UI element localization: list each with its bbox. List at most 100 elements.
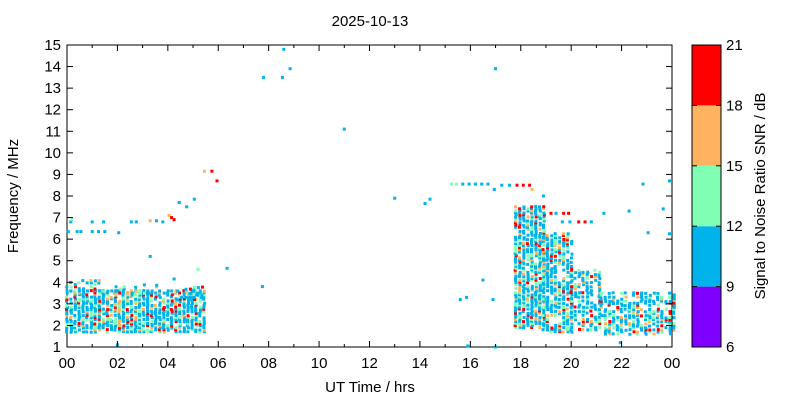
data-point <box>518 256 521 260</box>
data-point <box>514 238 518 242</box>
data-point <box>530 227 534 231</box>
data-point <box>542 284 546 288</box>
y-tick-label: 9 <box>53 166 61 183</box>
data-point <box>550 303 554 307</box>
data-point <box>121 326 125 330</box>
y-axis-label: Frequency / MHz <box>5 139 22 253</box>
data-point <box>93 328 97 332</box>
data-point <box>550 299 554 303</box>
data-point <box>538 309 541 313</box>
data-point <box>590 293 594 297</box>
data-point <box>542 320 546 323</box>
data-point <box>570 297 574 301</box>
data-point <box>581 307 585 311</box>
data-point <box>89 279 93 283</box>
data-point <box>518 223 522 227</box>
data-point <box>85 324 89 328</box>
data-point <box>530 313 534 317</box>
data-point <box>549 273 553 277</box>
data-point <box>202 328 206 332</box>
data-point <box>554 250 558 254</box>
data-point <box>565 244 569 248</box>
data-point <box>643 315 647 319</box>
data-point <box>101 307 105 311</box>
data-point <box>542 254 545 258</box>
data-point <box>78 293 82 297</box>
data-point <box>635 306 639 309</box>
data-point <box>562 302 566 305</box>
data-point <box>585 275 589 279</box>
data-point <box>636 295 640 299</box>
data-point <box>526 233 530 237</box>
data-point <box>668 316 672 319</box>
data-point <box>558 328 562 332</box>
data-point <box>85 308 89 311</box>
data-point <box>158 324 162 328</box>
data-point <box>651 318 655 322</box>
data-point <box>549 258 553 262</box>
data-point <box>137 299 141 303</box>
data-point <box>117 289 121 293</box>
data-point <box>550 291 554 295</box>
data-point <box>648 312 652 315</box>
data-point <box>534 219 538 223</box>
data-point <box>597 281 601 285</box>
data-point <box>566 318 570 321</box>
data-point <box>201 285 204 289</box>
data-point <box>672 305 676 309</box>
data-point <box>538 307 542 311</box>
data-point <box>594 278 598 282</box>
data-point <box>604 299 608 303</box>
y-tick-label: 5 <box>53 253 61 270</box>
data-point <box>521 183 525 187</box>
data-point <box>186 324 190 328</box>
data-point <box>530 326 534 329</box>
data-point <box>558 283 562 287</box>
data-point <box>122 303 125 307</box>
data-point <box>530 309 534 313</box>
data-point <box>558 236 562 240</box>
colorbar-frame <box>691 44 722 348</box>
data-point <box>562 238 566 241</box>
data-point <box>644 301 647 305</box>
data-point <box>77 281 81 285</box>
data-point <box>577 285 581 289</box>
data-point <box>166 328 170 332</box>
data-point <box>541 240 545 244</box>
data-point <box>182 330 186 334</box>
data-point <box>562 322 566 326</box>
data-point <box>652 299 656 303</box>
data-point <box>125 299 129 303</box>
data-point <box>554 295 558 299</box>
data-point <box>81 324 85 328</box>
data-point <box>89 318 93 322</box>
data-point <box>542 295 546 299</box>
data-point <box>623 307 627 311</box>
data-point <box>121 318 125 322</box>
data-point <box>117 326 121 330</box>
data-point <box>566 314 570 317</box>
data-point <box>562 318 566 322</box>
data-point <box>530 207 533 210</box>
x-tick-label: 20 <box>563 355 580 372</box>
data-point <box>518 283 522 287</box>
data-point <box>620 330 624 334</box>
data-point <box>616 326 620 330</box>
data-point <box>600 301 604 305</box>
data-point <box>188 292 192 295</box>
data-point <box>522 287 526 291</box>
data-point <box>607 328 611 332</box>
data-point <box>82 301 86 305</box>
data-point <box>518 295 522 299</box>
data-point <box>534 262 538 266</box>
data-point <box>513 309 517 313</box>
data-point <box>521 289 525 293</box>
data-point <box>586 291 590 295</box>
data-point <box>170 295 174 299</box>
data-point <box>186 326 190 330</box>
x-tick-label: 10 <box>311 355 328 372</box>
data-point <box>636 322 640 326</box>
data-point <box>106 324 110 328</box>
data-point <box>569 260 573 264</box>
data-point <box>186 305 190 309</box>
